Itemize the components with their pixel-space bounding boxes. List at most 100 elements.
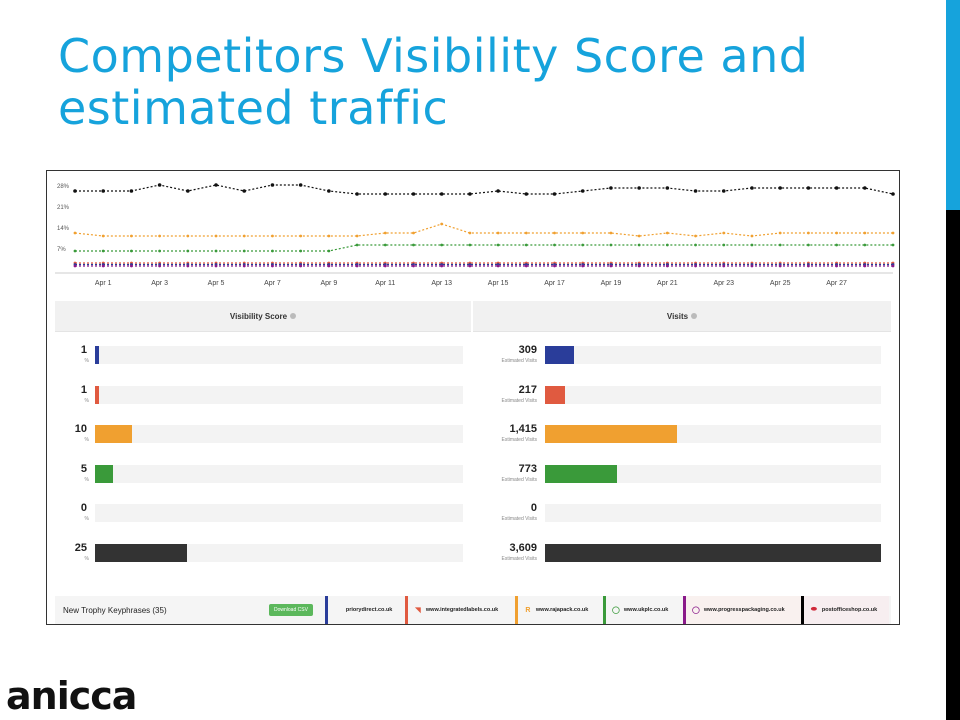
data-point xyxy=(130,264,133,268)
series-line xyxy=(75,184,894,195)
data-point xyxy=(609,186,613,190)
bar-value-label: 309 xyxy=(518,344,537,356)
data-point xyxy=(271,249,274,253)
data-point xyxy=(863,231,867,235)
data-point xyxy=(553,264,556,268)
data-point xyxy=(412,231,415,235)
post-office-icon: ⬬ xyxy=(810,606,817,613)
bar-track xyxy=(545,464,881,483)
data-point xyxy=(299,234,303,238)
data-point xyxy=(750,234,754,238)
pd-icon xyxy=(334,606,342,614)
domain-tab[interactable]: ◥ www.integratedlabels.co.uk xyxy=(404,596,515,624)
data-point xyxy=(496,231,500,235)
bar-row: 25% xyxy=(55,542,471,564)
domain-tabs: priorydirect.co.uk ◥ www.integratedlabels.… xyxy=(324,596,889,624)
bar xyxy=(545,425,677,443)
data-point xyxy=(383,192,388,196)
data-point xyxy=(468,192,472,196)
data-point xyxy=(778,231,782,235)
bar-unit-label: % xyxy=(84,476,89,483)
data-point xyxy=(609,264,613,268)
data-point xyxy=(778,243,782,247)
y-tick-label: 14% xyxy=(57,226,70,232)
data-point xyxy=(806,264,810,268)
bar-value-label: 0 xyxy=(530,502,537,514)
x-tick-label: Apr 13 xyxy=(431,280,452,287)
domain-tab[interactable]: ⬬ postofficeshop.co.uk xyxy=(800,596,889,624)
download-csv-button[interactable]: Download CSV xyxy=(269,604,313,616)
domain-label: postofficeshop.co.uk xyxy=(821,607,878,613)
data-point xyxy=(186,234,190,238)
data-point xyxy=(73,231,77,235)
data-point xyxy=(524,243,528,247)
domain-label: priorydirect.co.uk xyxy=(345,607,393,613)
y-tick-label: 21% xyxy=(57,205,70,211)
bar-unit-label: % xyxy=(84,397,89,404)
bar xyxy=(95,346,100,364)
data-point xyxy=(778,264,782,268)
bar-value-label: 217 xyxy=(518,383,537,396)
data-point xyxy=(327,249,331,253)
data-point xyxy=(271,234,274,238)
data-point xyxy=(665,186,670,190)
dashboard-screenshot: 28% 21% 14% 7% Apr 1 Apr 3 Apr 5 Apr 7 Apr 9 Apr … xyxy=(46,170,900,625)
data-point xyxy=(355,243,359,247)
bar-value-label: 1 xyxy=(80,344,87,356)
data-point xyxy=(721,189,726,193)
data-point xyxy=(891,264,895,268)
slide-title: Competitors Visibility Score and estimat… xyxy=(58,29,809,135)
domain-tab[interactable]: ◯ www.progresspackaging.co.uk xyxy=(682,596,801,624)
domain-tab[interactable]: ◯ www.ukplc.co.uk xyxy=(602,596,683,624)
data-point xyxy=(73,189,77,193)
data-point xyxy=(806,231,810,235)
bar-unit-label: % xyxy=(84,516,89,522)
data-point xyxy=(186,249,190,253)
data-point xyxy=(637,186,641,190)
trend-svg: 28% 21% 14% 7% Apr 1 Apr 3 Apr 5 Apr 7 Apr 9 Apr … xyxy=(55,183,895,287)
data-point xyxy=(468,231,472,235)
bar-track xyxy=(95,543,463,562)
data-point xyxy=(722,264,726,268)
bar-track xyxy=(95,464,463,483)
domain-tab[interactable]: priorydirect.co.uk xyxy=(324,596,405,624)
series-line xyxy=(75,244,893,252)
data-point xyxy=(665,231,669,235)
bar-row: 1% xyxy=(55,384,471,406)
info-icon[interactable] xyxy=(691,313,698,319)
data-point xyxy=(581,264,585,268)
bar-unit-label: Estimated Visits xyxy=(501,516,537,522)
x-tick-label: Apr 7 xyxy=(264,280,281,287)
x-tick-label: Apr 17 xyxy=(544,280,565,287)
data-point xyxy=(383,243,387,247)
data-point xyxy=(440,264,444,268)
info-icon[interactable] xyxy=(290,313,297,319)
bar-value-label: 0 xyxy=(80,502,87,514)
data-point xyxy=(778,186,782,190)
bar-row: 10% xyxy=(55,423,471,445)
bar-value-label: 10 xyxy=(74,423,87,435)
data-point xyxy=(891,231,895,235)
data-point xyxy=(214,249,218,253)
domain-label: www.progresspackaging.co.uk xyxy=(703,607,785,613)
data-point xyxy=(327,189,331,193)
series-line xyxy=(74,223,893,237)
bar xyxy=(545,543,881,562)
bar-row: 5% xyxy=(55,463,471,485)
data-point xyxy=(581,231,585,235)
bar-track xyxy=(95,425,463,443)
data-point xyxy=(355,264,359,268)
data-point xyxy=(73,249,77,253)
data-point xyxy=(383,231,387,235)
data-point xyxy=(383,264,387,268)
bar-row: 217 Estimated Visits xyxy=(473,384,891,406)
bar-unit-label: Estimated Visits xyxy=(501,476,537,483)
data-point xyxy=(101,249,105,253)
data-point xyxy=(750,243,754,247)
accent-bar-blue xyxy=(946,0,960,210)
globe-icon: ◯ xyxy=(611,607,620,614)
bar-row: 773 Estimated Visits xyxy=(473,463,891,485)
data-point xyxy=(553,243,556,247)
bar-value-label: 5 xyxy=(80,462,87,475)
